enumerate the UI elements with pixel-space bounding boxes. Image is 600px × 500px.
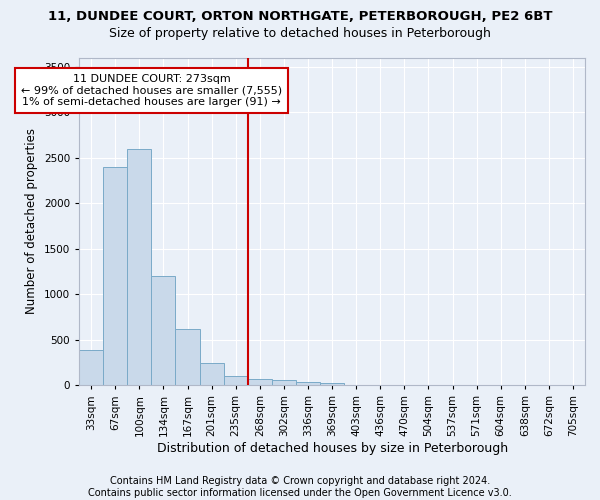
Bar: [151, 276, 175, 386]
Bar: [224, 376, 248, 386]
Bar: [248, 379, 272, 386]
Text: 11 DUNDEE COURT: 273sqm
← 99% of detached houses are smaller (7,555)
1% of semi-: 11 DUNDEE COURT: 273sqm ← 99% of detache…: [21, 74, 282, 107]
Bar: [296, 382, 320, 386]
Text: Contains HM Land Registry data © Crown copyright and database right 2024.
Contai: Contains HM Land Registry data © Crown c…: [88, 476, 512, 498]
Bar: [127, 148, 151, 386]
Bar: [103, 167, 127, 386]
Bar: [200, 362, 224, 386]
Text: Size of property relative to detached houses in Peterborough: Size of property relative to detached ho…: [109, 28, 491, 40]
Text: 11, DUNDEE COURT, ORTON NORTHGATE, PETERBOROUGH, PE2 6BT: 11, DUNDEE COURT, ORTON NORTHGATE, PETER…: [48, 10, 552, 23]
X-axis label: Distribution of detached houses by size in Peterborough: Distribution of detached houses by size …: [157, 442, 508, 455]
Bar: [79, 350, 103, 386]
Bar: [175, 329, 200, 386]
Bar: [320, 382, 344, 386]
Y-axis label: Number of detached properties: Number of detached properties: [25, 128, 38, 314]
Bar: [272, 380, 296, 386]
